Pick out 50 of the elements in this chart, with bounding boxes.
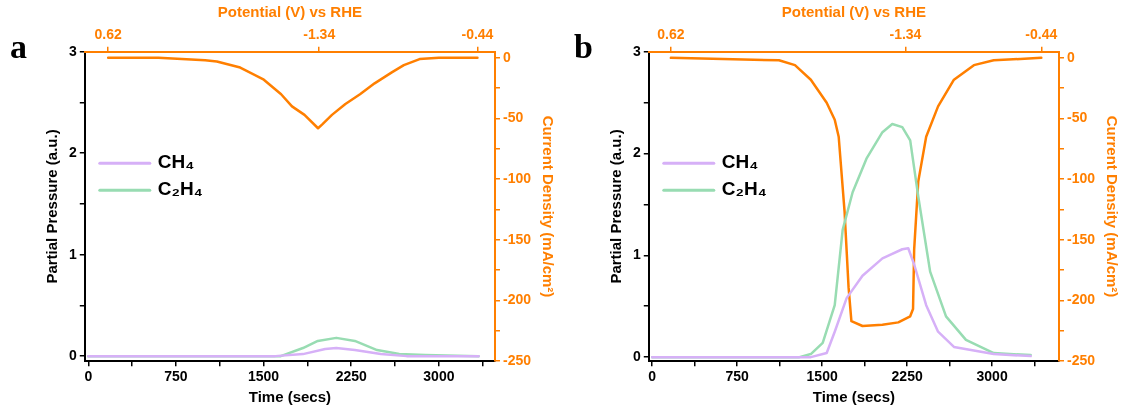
chart-title: b [574,28,593,65]
annotation: -1.34 [303,26,336,43]
x2-axis-title: Potential (V) vs RHE [781,3,926,21]
x-tick-label: 1500 [806,368,838,385]
annotation: -0.44 [1025,26,1058,43]
x-axis-title: Time (secs) [812,388,896,406]
y2-tick-label: -200 [502,291,532,308]
x-tick-label: 750 [725,368,750,385]
x-tick-label: 3000 [976,368,1008,385]
x-tick-label: 1500 [248,368,280,385]
legend-label: CH₄ [157,151,195,173]
y2-tick-label: 0 [1066,48,1075,65]
annotation: 0.62 [657,26,685,43]
legend-label: C₂H₄ [721,178,767,200]
y-axis-title: Partial Pressure (a.u.) [43,129,61,284]
y2-tick-label: -50 [502,109,524,126]
x2-axis-title: Potential (V) vs RHE [217,3,362,21]
y-tick-label: 0 [68,346,77,363]
annotation: -1.34 [889,26,922,43]
y2-tick-label: -100 [1066,170,1096,187]
x-tick-label: 3000 [423,368,455,385]
y2-axis-title: Current Density (mA/cm²) [539,115,557,298]
annotation: -0.44 [461,26,494,43]
y2-tick-label: -150 [1066,230,1096,247]
x-tick-label: 2250 [335,368,368,385]
y-tick-label: 1 [68,245,77,262]
legend-label: CH₄ [721,151,759,173]
x-axis-title: Time (secs) [248,388,332,406]
x-tick-label: 2250 [891,368,923,385]
y2-tick-label: 0 [502,48,511,65]
y-tick-label: 3 [68,42,77,59]
y-tick-label: 2 [632,144,641,161]
y2-tick-label: -250 [502,352,532,369]
y2-tick-label: -100 [502,170,532,187]
y-tick-label: 2 [68,144,77,161]
y2-tick-label: -200 [1066,291,1096,308]
annotation: 0.62 [94,26,122,43]
y-axis-title: Partial Pressure (a.u.) [607,129,625,284]
y2-axis-title: Current Density (mA/cm²) [1103,115,1121,298]
x-tick-label: 0 [84,368,93,385]
y-tick-label: 0 [632,347,641,364]
x-tick-label: 750 [164,368,188,385]
x-tick-label: 0 [648,368,657,385]
y2-tick-label: -150 [502,230,532,247]
y-tick-label: 3 [632,42,641,59]
y-tick-label: 1 [632,246,641,263]
chart-title: a [10,28,27,65]
legend-label: C₂H₄ [157,178,203,200]
y2-tick-label: -50 [1066,109,1088,126]
y2-tick-label: -250 [1066,352,1096,369]
